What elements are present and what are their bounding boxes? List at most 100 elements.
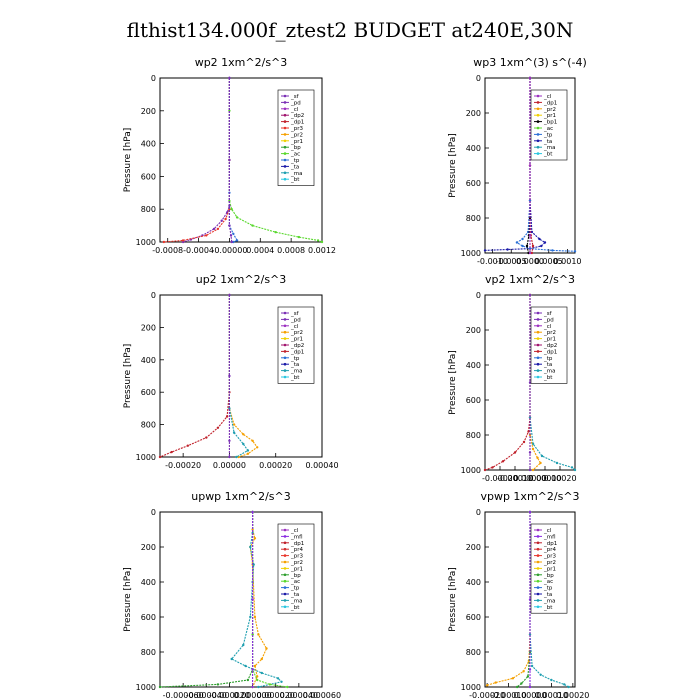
legend-label: _bt [290,177,300,183]
legend-marker [536,350,540,353]
data-point [528,685,532,689]
legend-marker [536,337,540,340]
series-line-pr2 [249,512,268,688]
y-tick-label: 400 [466,144,481,153]
legend-label: _pr2 [290,132,303,138]
legend-marker [283,152,287,155]
x-tick-label: -0.0010 [477,257,508,266]
legend-marker [283,145,287,149]
y-tick-label: 800 [141,648,156,657]
legend-label: _dp2 [543,343,557,349]
data-point [225,415,229,418]
panel-3: vp2 1xm^2/s^3 0 200 400 600 800 1000 Pressure [… [448,273,577,483]
legend-label: _cl [290,324,299,330]
x-tick-label: 0.00000 [213,461,246,470]
legend-marker [536,101,540,104]
legend-marker [536,375,540,379]
panel-5: vpwp 1xm^2/s^3 0 200 400 600 800 1000 Pressure … [448,490,589,700]
legend-marker [283,324,287,328]
data-point [515,241,519,244]
data-point [526,675,530,678]
data-point [249,615,252,619]
legend-marker [536,547,540,551]
data-point [205,436,208,439]
y-tick-label: 0 [476,291,481,300]
data-point [228,455,231,459]
data-point [251,224,254,227]
data-point [242,643,245,647]
legend-marker [536,362,540,366]
y-tick-label: 1000 [461,683,481,692]
data-point [528,451,532,454]
y-tick-label: 400 [466,361,481,370]
legend-marker [536,94,540,98]
legend-label: _pr3 [290,554,304,560]
data-point [186,444,189,447]
legend-marker [536,535,540,538]
legend-label: _ma [543,145,555,151]
data-point [228,293,231,297]
data-point [485,684,489,687]
figure-title: flthist134.000f_ztest2 BUDGET at240E,30N [126,18,574,42]
x-tick-label: -0.000040 [186,691,227,700]
legend-label: _cl [543,324,552,330]
legend-marker [283,547,287,551]
data-point [528,164,532,167]
x-tick-label: -0.0008 [152,246,183,255]
data-point [158,455,162,459]
data-point [522,670,525,673]
panel-2: up2 1xm^2/s^3 0 200 400 600 800 1000 Pressure [… [123,273,339,470]
legend-marker [283,101,287,104]
data-point [530,251,534,255]
legend-marker [283,120,287,123]
data-point [158,685,162,689]
data-point [212,227,216,231]
legend-label: _ma [543,369,555,375]
legend-label: _sf [290,94,300,100]
data-point [536,456,539,459]
x-tick-label: 0.00010 [528,474,561,483]
legend-label: _bt [543,152,553,158]
legend-marker [536,605,540,609]
x-tick-label: 0.000020 [257,691,295,700]
series-line-ma [228,295,249,458]
y-tick-label: 800 [141,205,156,214]
x-tick-label: 0.00020 [259,461,292,470]
legend-marker [283,171,287,175]
data-point [257,633,260,636]
legend-label: _bt [543,375,553,381]
legend-marker [283,369,287,372]
y-tick-label: 200 [466,326,481,335]
legend-marker [536,113,540,117]
x-tick-label: 0.00020 [556,691,589,700]
data-point [494,681,497,684]
legend-marker [536,528,540,532]
series-line-dp1 [484,295,531,471]
legend-label: _pr1 [543,113,556,119]
data-point [538,237,541,241]
data-point [232,232,235,235]
legend-label: _bt [543,605,553,611]
x-tick-label: 0.00000 [513,474,546,483]
data-point [528,381,532,384]
data-point [276,677,280,680]
x-tick-label: -0.000060 [163,691,204,700]
legend-label: _dp1 [543,541,557,547]
legend-marker [283,586,287,589]
legend-label: _pr2 [290,330,303,336]
x-tick-label: -0.0004 [183,246,214,255]
legend-marker [283,605,287,609]
x-tick-label: -0.000020 [209,691,250,700]
legend-label: _ma [543,598,555,604]
legend-label: _sf [290,311,300,317]
legend-marker [283,330,287,334]
data-point [216,683,220,686]
x-tick-label: -0.00020 [469,691,505,700]
legend-label: _mfl [543,534,556,540]
data-point [251,633,254,636]
legend-marker [536,120,540,123]
data-point [246,449,250,452]
data-point [483,249,487,252]
y-tick-label: 400 [141,578,156,587]
series-line-ma [230,512,283,688]
